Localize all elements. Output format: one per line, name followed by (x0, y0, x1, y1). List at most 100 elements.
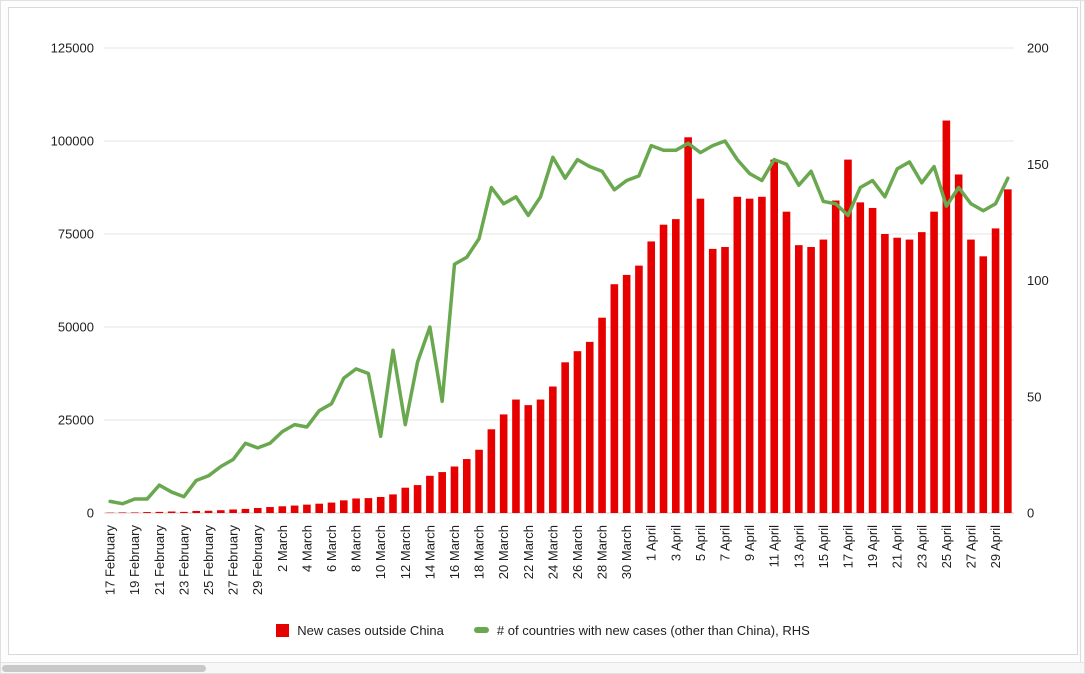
x-axis-tick-label: 8 March (349, 525, 364, 572)
bar (745, 198, 754, 513)
chart-canvas: 0 25000 50000 75000 100000 125000 0 50 100 150 200… (9, 8, 1077, 612)
bar (438, 472, 446, 513)
bar (475, 449, 483, 513)
bar (290, 505, 299, 513)
x-axis-tick-label: 17 February (103, 525, 118, 596)
line-series-swatch (473, 627, 489, 633)
countries-line (108, 139, 1010, 506)
bar (967, 239, 975, 513)
left-axis-tick-label: 0 (87, 506, 94, 521)
bar (622, 274, 631, 513)
bar (401, 487, 410, 513)
bar (905, 239, 914, 513)
bar (512, 399, 520, 513)
x-axis-tick-label: 21 February (152, 525, 167, 596)
x-axis-tick-label: 27 April (963, 525, 978, 568)
bar (241, 508, 250, 513)
x-axis-tick-label: 6 March (324, 525, 339, 572)
x-axis-tick-label: 12 March (398, 525, 413, 579)
bar (155, 511, 164, 513)
left-axis-tick-label: 100000 (51, 134, 94, 149)
bar (795, 245, 803, 513)
bar (315, 503, 323, 513)
left-axis-tick-label: 125000 (51, 41, 94, 56)
bar-series-swatch (276, 623, 290, 637)
x-axis-tick-label: 13 April (791, 525, 806, 568)
bar (672, 219, 680, 513)
bar (253, 507, 262, 513)
chart-legend: New cases outside China # of countries w… (9, 620, 1077, 640)
x-axis-tick-label: 23 April (914, 525, 929, 568)
x-axis-tick-label: 16 March (447, 525, 462, 579)
bar (979, 256, 988, 513)
bar (561, 362, 569, 513)
bar (167, 511, 176, 513)
window-right-edge (1080, 1, 1081, 673)
bar (426, 475, 434, 513)
bar (364, 498, 373, 513)
x-axis-tick-label: 3 April (668, 525, 683, 561)
bar (549, 386, 557, 513)
scrollbar-thumb[interactable] (2, 665, 206, 672)
bar (917, 232, 926, 513)
bar (942, 120, 951, 513)
x-axis-tick-label: 9 April (742, 525, 757, 561)
bar (303, 504, 311, 513)
legend-item-new-cases: New cases outside China (276, 623, 444, 638)
bar (684, 137, 692, 513)
x-axis-tick-label: 30 March (619, 525, 634, 579)
x-axis-tick-label: 25 February (201, 525, 216, 596)
bar (204, 510, 213, 513)
x-axis-tick-label: 20 March (496, 525, 511, 579)
right-axis-tick-label: 150 (1027, 157, 1049, 172)
x-axis-tick-label: 29 April (988, 525, 1003, 568)
bar (266, 507, 274, 513)
x-axis-tick-label: 24 March (545, 525, 560, 579)
x-axis-tick-label: 23 February (176, 525, 191, 596)
bar (819, 239, 828, 513)
bar (143, 512, 151, 513)
right-axis-tick-label: 0 (1027, 506, 1034, 521)
x-axis-tick-label: 28 March (595, 525, 610, 579)
bar (389, 494, 397, 513)
legend-label-new-cases: New cases outside China (297, 622, 444, 638)
x-axis-tick-label: 14 March (422, 525, 437, 579)
right-axis-tick-label: 100 (1027, 273, 1049, 288)
bar (536, 399, 545, 513)
x-axis-tick-label: 17 April (840, 525, 855, 568)
left-axis-tick-label: 75000 (58, 227, 94, 242)
bar (844, 159, 852, 513)
bar (991, 228, 1000, 514)
x-axis-tick-label: 25 April (939, 525, 954, 568)
bar (893, 237, 901, 513)
legend-label-countries: # of countries with new cases (other tha… (496, 622, 810, 638)
x-axis-tick-label: 7 April (718, 525, 733, 561)
bar (831, 200, 840, 513)
bar (807, 247, 815, 513)
x-axis-tick-label: 18 March (472, 525, 487, 579)
bar (487, 429, 496, 513)
bar (696, 198, 705, 513)
bar (647, 241, 656, 513)
x-axis-tick-label: 1 April (644, 525, 659, 561)
x-axis-tick-label: 11 April (767, 525, 782, 568)
bar (721, 247, 729, 513)
bar (758, 196, 766, 514)
chart-panel[interactable]: 0 25000 50000 75000 100000 125000 0 50 100 150 200… (8, 7, 1078, 655)
bar (499, 414, 508, 513)
horizontal-scrollbar[interactable] (1, 662, 1084, 673)
bar (462, 459, 471, 513)
x-axis-tick-label: 15 April (816, 525, 831, 568)
x-axis-tick-label: 26 March (570, 525, 585, 579)
bar (573, 351, 582, 513)
bar (352, 498, 360, 513)
bar (180, 511, 188, 513)
bar (278, 506, 287, 513)
bar (782, 211, 791, 513)
bar (340, 500, 348, 513)
x-axis-tick-label: 22 March (521, 525, 536, 579)
bar (192, 510, 201, 513)
x-axis-tick-label: 10 March (373, 525, 388, 579)
bar (868, 207, 877, 513)
